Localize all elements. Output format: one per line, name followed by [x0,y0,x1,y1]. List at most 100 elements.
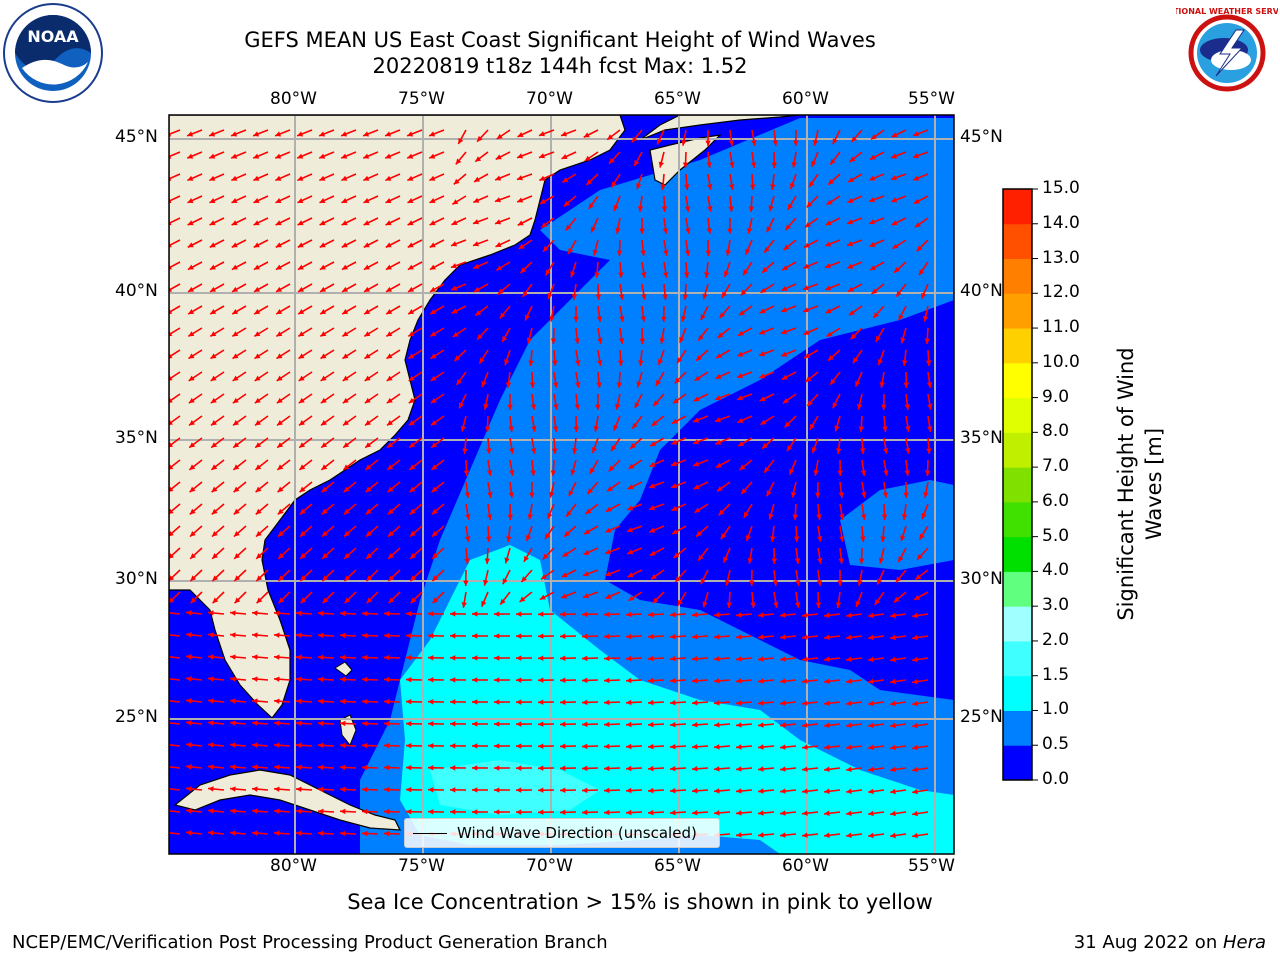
wave-direction-arrowhead [296,742,302,749]
wave-direction-arrowhead [252,830,258,836]
wave-direction-arrowhead [252,632,258,638]
wave-direction-arrowhead [209,242,216,248]
wave-direction-arrowhead [890,810,896,817]
wave-direction-arrowhead [825,241,832,247]
wave-direction-arrowhead [299,486,306,493]
svg-text:NOAA: NOAA [27,27,79,46]
wave-direction-arrowhead [186,654,192,660]
wave-direction-arrowhead [758,351,765,357]
wave-direction-arrowhead [653,400,660,407]
wave-direction-arrowhead [729,162,735,168]
wave-direction-arrowhead [321,464,328,470]
wave-direction-arrowhead [538,809,544,815]
wave-direction-arrowhead [432,553,438,559]
wave-direction-arrowhead [388,553,394,559]
wave-direction-arrowhead [570,469,576,476]
wave-direction-arrowhead [541,222,548,228]
wave-direction-arrowhead [802,832,808,838]
wave-direction-arrowhead [868,634,874,641]
wave-direction-arrowhead [871,134,877,140]
wave-direction-arrowhead [343,420,349,426]
wave-direction-arrowhead [879,382,885,388]
wave-band-0-5-east [840,480,954,570]
wave-direction-arrowhead [560,655,566,662]
wave-direction-arrowhead [190,597,197,604]
wave-direction-arrowhead [781,374,788,380]
wave-direction-arrowhead [362,610,368,617]
wave-direction-arrowhead [714,700,720,706]
footer-date: 31 Aug 2022 on Hera [1074,932,1266,953]
wave-direction-arrowhead [604,549,611,555]
colorbar-tick-label: 15.0 [1042,178,1080,198]
wave-direction-arrowhead [256,597,263,604]
wave-direction-arrowhead [604,743,610,750]
wave-direction-arrowhead [274,830,280,836]
wave-direction-arrowhead [385,242,392,248]
wave-direction-arrowhead [189,420,195,426]
wave-direction-arrowhead [846,722,852,729]
wave-direction-arrowhead [298,286,305,292]
wave-direction-arrowhead [917,553,923,560]
wave-direction-arrowhead [531,448,537,454]
wave-direction-arrowhead [604,809,610,816]
wave-direction-arrowhead [169,331,173,337]
wave-direction-arrowhead [692,810,698,816]
wave-direction-arrowhead [362,720,368,727]
wave-direction-arrowhead [169,464,174,470]
wave-direction-arrowhead [211,464,218,470]
wave-direction-arrowhead [830,158,836,165]
wave-direction-arrowhead [912,744,918,751]
wave-direction-arrowhead [626,809,632,816]
wave-direction-arrowhead [657,359,664,366]
wave-direction-arrowhead [465,514,471,520]
wave-direction-arrowhead [582,699,588,706]
wave-direction-arrowhead [481,380,487,387]
wave-direction-arrowhead [187,197,194,203]
wave-direction-arrowhead [736,788,742,794]
wave-direction-arrowhead [212,575,219,582]
wave-direction-arrowhead [802,810,808,816]
wave-direction-arrowhead [517,220,524,226]
wave-direction-arrowhead [825,220,832,226]
wave-direction-arrowhead [384,830,390,837]
wave-direction-arrowhead [231,175,238,181]
wave-direction-arrowhead [670,655,676,662]
wave-direction-arrowhead [802,656,808,662]
wave-direction-arrowhead [543,245,549,252]
wave-direction-arrowhead [343,464,350,470]
wave-direction-arrowhead [720,533,727,540]
wave-direction-arrowhead [362,808,368,815]
colorbar [1002,188,1038,781]
wave-direction-arrowhead [895,576,902,583]
wave-direction-arrowhead [839,514,845,520]
wave-direction-arrow [169,611,181,615]
wave-direction-arrowhead [684,206,691,212]
wave-direction-arrowhead [570,271,576,278]
wave-direction-arrowhead [321,442,328,448]
wave-direction-arrowhead [771,558,777,564]
wave-direction-arrowhead [595,404,601,410]
wave-direction-arrowhead [320,397,327,404]
wave-direction-arrowhead [608,465,615,472]
wave-direction-arrowhead [781,307,787,313]
wave-direction-arrowhead [472,787,478,793]
wave-direction-arrowhead [649,550,656,556]
wave-direction-arrowhead [297,175,304,181]
wave-direction-arrowhead [816,580,823,586]
wave-direction-arrowhead [762,443,768,449]
wave-direction-arrowhead [912,722,918,729]
wave-direction-arrowhead [208,610,214,616]
wave-direction-arrowhead [275,175,282,181]
wave-direction-arrowhead [759,308,766,314]
wave-direction-arrowhead [890,678,896,685]
wave-direction-arrowhead [739,310,745,316]
wave-direction-arrowhead [274,654,280,660]
wave-direction-arrowhead [717,332,724,339]
wave-direction-arrowhead [387,442,394,448]
wave-direction-arrowhead [252,764,258,770]
wave-direction-arrowhead [320,353,327,359]
wave-direction-arrowhead [255,486,262,493]
colorbar-swatch [1003,536,1032,572]
wave-direction-arrowhead [169,530,174,537]
wave-direction-arrowhead [450,765,456,771]
